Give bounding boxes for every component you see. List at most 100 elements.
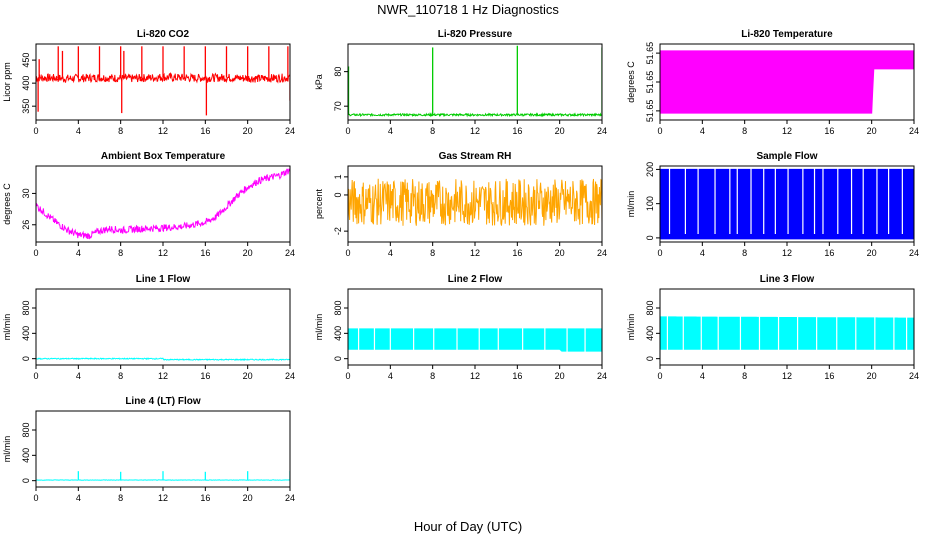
x-tick-label: 16 [824, 126, 834, 136]
x-tick-label: 8 [742, 371, 747, 381]
panel-title: Line 2 Flow [448, 274, 503, 285]
panel-line-4-lt-flow: Line 4 (LT) Flow 0 4 8 12 16 20 24 0 400 800 ml/min [2, 396, 295, 503]
y-tick-label: 450 [21, 53, 31, 68]
panel-title: Sample Flow [756, 151, 817, 162]
panel-gas-stream-rh: Gas Stream RH 0 4 8 12 16 20 24 -2 0 1 percent [314, 151, 607, 258]
x-tick-label: 20 [555, 371, 565, 381]
x-tick-label: 12 [470, 126, 480, 136]
y-tick-label: 400 [333, 326, 343, 341]
y-tick-label: 80 [333, 67, 343, 77]
x-tick-label: 20 [243, 493, 253, 503]
series-band [660, 50, 914, 114]
x-tick-label: 16 [824, 248, 834, 258]
panel-li-820-pressure: Li-820 Pressure 0 4 8 12 16 20 24 70 80 kPa [314, 29, 607, 136]
x-tick-label: 12 [158, 493, 168, 503]
series-li-820-pressure [348, 45, 602, 118]
x-tick-label: 24 [909, 126, 919, 136]
panel-line-1-flow: Line 1 Flow 0 4 8 12 16 20 24 0 400 800 ml/min [2, 274, 295, 381]
x-tick-label: 0 [33, 126, 38, 136]
series-line-3-flow [660, 291, 914, 357]
x-tick-label: 8 [742, 248, 747, 258]
x-tick-label: 16 [824, 371, 834, 381]
y-tick-label: 350 [21, 99, 31, 114]
panel-li-820-co2: Li-820 CO2 0 4 8 12 16 20 24 350 400 450 Licor ppm [2, 29, 295, 136]
y-tick-label: 26 [21, 220, 31, 230]
panel-ambient-box-temperature: Ambient Box Temperature 0 4 8 12 16 20 24 26 30 de… [2, 151, 295, 258]
x-tick-label: 20 [867, 371, 877, 381]
x-tick-label: 16 [200, 126, 210, 136]
y-axis-label: degrees C [2, 183, 12, 225]
x-tick-label: 20 [243, 126, 253, 136]
series-line [36, 357, 290, 361]
x-tick-label: 4 [388, 248, 393, 258]
series-li-820-co2 [36, 46, 290, 116]
x-tick-label: 0 [657, 371, 662, 381]
x-tick-label: 24 [285, 248, 295, 258]
y-tick-label: 0 [21, 356, 31, 361]
y-tick-label: 51.65 [645, 100, 655, 123]
x-tick-label: 20 [867, 126, 877, 136]
y-tick-label: 51.65 [645, 42, 655, 65]
x-tick-label: 8 [430, 371, 435, 381]
x-tick-label: 4 [76, 126, 81, 136]
x-tick-label: 0 [345, 371, 350, 381]
x-tick-label: 4 [76, 371, 81, 381]
x-tick-label: 20 [555, 248, 565, 258]
y-axis-label: kPa [314, 74, 324, 90]
x-tick-label: 24 [285, 371, 295, 381]
x-tick-label: 8 [118, 126, 123, 136]
x-tick-label: 16 [200, 493, 210, 503]
plot-frame [347, 43, 603, 121]
y-tick-label: 800 [21, 300, 31, 315]
x-tick-label: 24 [597, 248, 607, 258]
plot-frame [35, 288, 291, 366]
y-tick-label: 0 [333, 192, 343, 197]
x-tick-label: 24 [909, 371, 919, 381]
series-line-4-lt-flow [36, 471, 290, 481]
x-tick-label: 8 [118, 493, 123, 503]
series-band [660, 168, 914, 240]
x-tick-label: 16 [200, 248, 210, 258]
y-tick-label: 400 [21, 76, 31, 91]
panel-title: Line 4 (LT) Flow [125, 396, 201, 407]
y-axis-label: ml/min [2, 314, 12, 341]
series-line [348, 112, 602, 118]
x-tick-label: 12 [782, 248, 792, 258]
x-tick-label: 16 [512, 126, 522, 136]
x-tick-label: 0 [657, 126, 662, 136]
plot-frame [347, 288, 603, 366]
y-tick-label: 800 [21, 422, 31, 437]
x-tick-label: 0 [345, 126, 350, 136]
x-tick-label: 4 [700, 371, 705, 381]
x-tick-label: 8 [118, 371, 123, 381]
y-tick-label: 400 [21, 326, 31, 341]
y-tick-label: 200 [645, 162, 655, 177]
x-tick-label: 24 [909, 248, 919, 258]
series-band [660, 316, 914, 350]
series-gas-stream-rh [348, 178, 602, 226]
y-axis-label: Licor ppm [2, 62, 12, 102]
y-tick-label: 800 [333, 300, 343, 315]
y-tick-label: 70 [333, 101, 343, 111]
y-axis-label: percent [314, 188, 324, 219]
x-tick-label: 12 [470, 248, 480, 258]
series-line [348, 178, 602, 226]
series-ambient-box-temperature [36, 168, 290, 240]
x-tick-label: 4 [76, 493, 81, 503]
panel-title: Line 1 Flow [136, 274, 191, 285]
panel-sample-flow: Sample Flow 0 4 8 12 16 20 24 0 100 200 ml/min [626, 151, 919, 258]
y-tick-label: 0 [333, 356, 343, 361]
y-tick-label: 400 [645, 326, 655, 341]
x-tick-label: 0 [33, 248, 38, 258]
x-tick-label: 0 [345, 248, 350, 258]
panel-title: Li-820 Pressure [438, 29, 513, 40]
x-tick-label: 12 [158, 126, 168, 136]
x-tick-label: 24 [285, 126, 295, 136]
x-tick-label: 20 [243, 248, 253, 258]
x-tick-label: 4 [76, 248, 81, 258]
x-tick-label: 16 [512, 371, 522, 381]
x-tick-label: 8 [430, 248, 435, 258]
y-axis-label: ml/min [626, 314, 636, 341]
x-tick-label: 8 [430, 126, 435, 136]
